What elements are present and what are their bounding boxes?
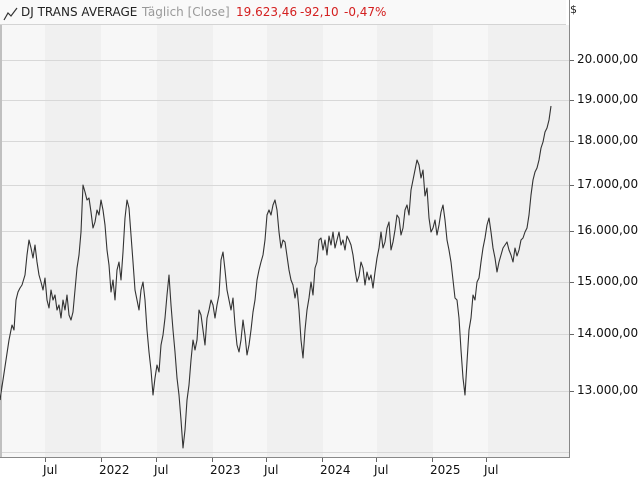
x-axis-label: Jul [43,463,58,477]
y-axis-label: 18.000,00 [577,133,639,147]
background-band [101,25,157,457]
y-axis-label: 16.000,00 [577,223,639,237]
price-change-percent: -0,47% [344,5,387,19]
background-band [0,25,45,457]
x-axis-label: 2022 [99,463,130,477]
x-axis-label: Jul [154,463,169,477]
x-axis-ticks [45,458,487,462]
background-band [377,25,433,457]
period-mode: Täglich [Close] [142,5,230,19]
y-axis-label: 14.000,00 [577,326,639,340]
price-change: -92,10 [300,5,339,19]
background-band [488,25,570,457]
y-axis-label: 19.000,00 [577,92,639,106]
instrument-title: DJ TRANS AVERAGE [21,5,138,19]
y-axis-label: 13.000,00 [577,383,639,397]
background-bands [0,25,570,457]
y-axis-label: 20.000,00 [577,52,639,66]
y-axis-label: 17.000,00 [577,177,639,191]
x-axis-label: Jul [484,463,499,477]
x-axis-label: Jul [264,463,279,477]
y-axis-label: 15.000,00 [577,274,639,288]
gridlines [2,60,569,453]
x-axis-label: 2025 [430,463,461,477]
last-price: 19.623,46 [236,5,298,19]
background-band [213,25,267,457]
currency-label: $ [570,3,577,16]
y-axis-ticks [570,60,574,392]
price-line [0,105,552,449]
background-band [433,25,488,457]
x-axis-label: 2023 [210,463,241,477]
x-axis-label: 2024 [320,463,351,477]
background-band [267,25,323,457]
background-band [45,25,101,457]
background-band [157,25,213,457]
x-axis-label: Jul [374,463,389,477]
chart-header: DJ TRANS AVERAGE Täglich [Close] 19.623,… [0,0,566,25]
line-chart-icon [3,5,19,29]
